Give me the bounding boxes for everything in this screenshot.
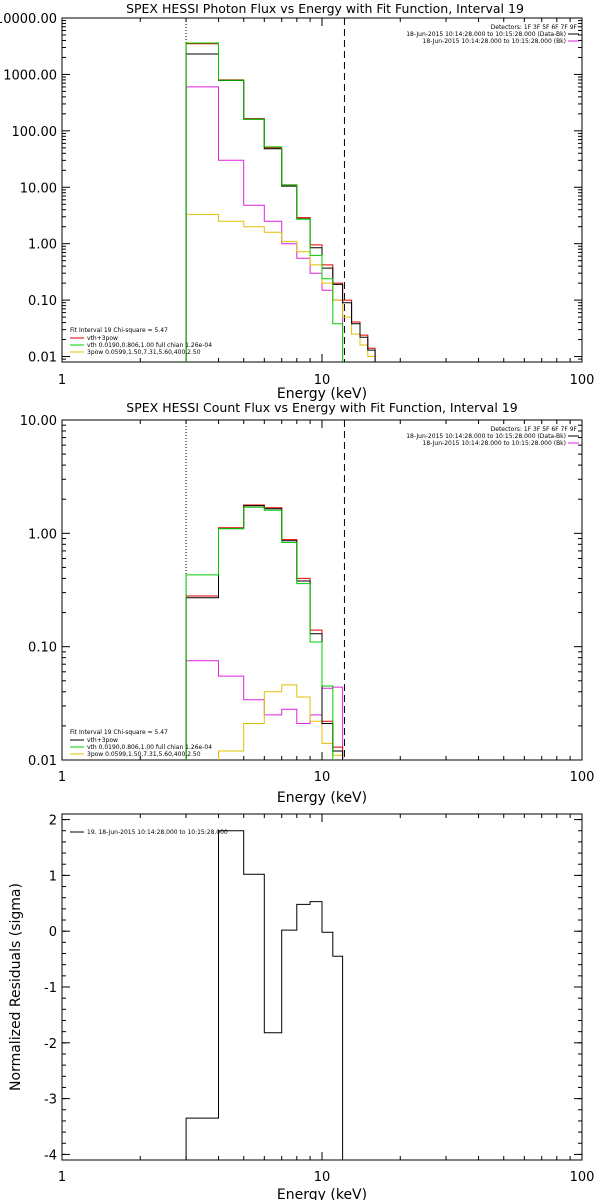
photon-legend-topright: Detectors: 1F 3F 5F 6F 7F 9F 18-Jun-2015… xyxy=(406,24,579,45)
photon-ytick-label: 1000.00 xyxy=(3,68,57,83)
count-xtick-100: 100 xyxy=(570,770,595,785)
residuals-series-0 xyxy=(185,830,344,1160)
photon-series-2 xyxy=(185,43,376,362)
residuals-plot-frame xyxy=(61,813,583,1161)
residuals-ytick-label: -2 xyxy=(44,1037,57,1052)
photon-xtick-10: 10 xyxy=(314,373,331,388)
photon-series-1 xyxy=(185,213,376,362)
photon-xtick-100: 100 xyxy=(570,373,595,388)
photon-ytick-label: 100.00 xyxy=(12,125,58,140)
count-series-1 xyxy=(185,684,344,760)
residuals-ytick-label: 2 xyxy=(49,814,57,829)
count-flux-panel: SPEX HESSI Count Flux vs Energy with Fit… xyxy=(20,400,595,806)
count-legend-detectors: Detectors: 1F 3F 5F 6F 7F 9F xyxy=(491,426,578,433)
photon-fit-vth: vth 0.0190,0.806,1.00 full chian 1.26e-0… xyxy=(87,342,212,349)
residuals-xtick-1: 1 xyxy=(58,1170,66,1185)
photon-ytick-label: 0.10 xyxy=(28,294,57,309)
photon-flux-panel: SPEX HESSI Photon Flux vs Energy with Fi… xyxy=(0,1,594,402)
photon-x-axis-label: Energy (keV) xyxy=(277,386,367,402)
photon-series-3 xyxy=(185,53,376,362)
photon-ytick-label: 1.00 xyxy=(28,238,57,253)
count-xtick-10: 10 xyxy=(314,770,331,785)
count-fit-interval: Fit Interval 19 Chi-square = 5.47 xyxy=(70,729,168,736)
photon-xtick-1: 1 xyxy=(58,373,66,388)
count-ytick-label: 10.00 xyxy=(20,414,57,429)
photon-panel-title: SPEX HESSI Photon Flux vs Energy with Fi… xyxy=(126,1,524,16)
photon-fit-3pow: 3pow 0.0599,1.50,7.31,5.60,400,2.50 xyxy=(87,349,201,356)
residuals-ytick-label: -4 xyxy=(44,1148,57,1163)
photon-plot-frame xyxy=(61,17,583,363)
count-legend-data: 18-Jun-2015 10:14:28.000 to 10:15:28.000… xyxy=(406,433,566,440)
count-series-2 xyxy=(185,504,344,760)
residuals-y-axis-label: Normalized Residuals (sigma) xyxy=(8,883,24,1091)
residuals-panel: -4 -3 -2 -1 0 1 2 1 10 100 Energy (keV) Normal… xyxy=(8,813,595,1200)
count-legend-topright: Detectors: 1F 3F 5F 6F 7F 9F 18-Jun-2015… xyxy=(406,426,579,447)
photon-fit-total: vth+3pow xyxy=(87,335,118,342)
photon-fit-interval: Fit Interval 19 Chi-square = 5.47 xyxy=(70,327,168,334)
residuals-ytick-label: -1 xyxy=(44,981,57,996)
count-series-4 xyxy=(185,506,334,760)
residuals-ytick-label: 1 xyxy=(49,869,57,884)
count-panel-title: SPEX HESSI Count Flux vs Energy with Fit… xyxy=(126,400,517,415)
photon-series-4 xyxy=(185,42,353,362)
count-fit-vth: vth 0.0190,0.806,1.00 full chian 1.26e-0… xyxy=(87,744,212,751)
residuals-ytick-label: 0 xyxy=(49,925,57,940)
count-ytick-label: 0.01 xyxy=(28,754,57,769)
photon-ytick-label: 10000.00 xyxy=(0,12,57,27)
residuals-legend: 19. 18-Jun-2015 10:14:28.000 to 10:15:28… xyxy=(87,829,228,836)
count-x-axis-label: Energy (keV) xyxy=(277,790,367,806)
residuals-xtick-100: 100 xyxy=(570,1170,595,1185)
count-ytick-label: 1.00 xyxy=(28,527,57,542)
photon-series-0 xyxy=(185,86,344,362)
count-legend-bk: 18-Jun-2015 10:14:28.000 to 10:15:28.000… xyxy=(423,440,566,447)
photon-legend-data: 18-Jun-2015 10:14:28.000 to 10:15:28.000… xyxy=(406,31,566,38)
count-xtick-1: 1 xyxy=(58,770,66,785)
count-ytick-label: 0.10 xyxy=(28,641,57,656)
count-series-0 xyxy=(185,660,344,760)
photon-legend-bk: 18-Jun-2015 10:14:28.000 to 10:15:28.000… xyxy=(423,38,566,45)
residuals-x-axis-label: Energy (keV) xyxy=(277,1187,367,1200)
photon-ytick-label: 0.01 xyxy=(28,351,57,366)
count-legend-bottomleft: Fit Interval 19 Chi-square = 5.47 vth+3p… xyxy=(70,729,212,758)
residuals-ytick-label: -3 xyxy=(44,1093,57,1108)
photon-legend-bottomleft: Fit Interval 19 Chi-square = 5.47 vth+3p… xyxy=(70,327,212,356)
photon-ytick-label: 10.00 xyxy=(20,181,57,196)
count-fit-total: vth+3pow xyxy=(87,737,118,744)
residuals-xtick-10: 10 xyxy=(314,1170,331,1185)
count-fit-3pow: 3pow 0.0599,1.50,7.31,5.60,400,2.50 xyxy=(87,751,201,758)
photon-legend-detectors: Detectors: 1F 3F 5F 6F 7F 9F xyxy=(491,24,578,31)
